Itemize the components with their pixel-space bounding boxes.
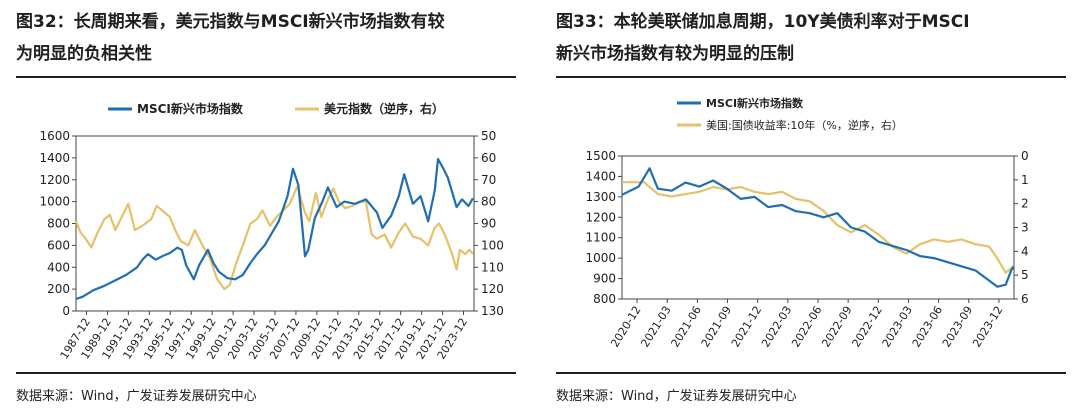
y-right-tick-label: 60 (481, 151, 496, 165)
y-right-tick-label: 100 (481, 238, 504, 252)
y-left-tick-label: 0 (62, 304, 70, 318)
right-plot-area (621, 155, 1015, 300)
legend-usd-label: 美元指数（逆序，右） (324, 101, 444, 116)
y-left-tick-label: 1100 (585, 231, 616, 245)
y-left-tick-label: 400 (47, 260, 70, 274)
y-left-tick-label: 1000 (585, 251, 616, 265)
y-left-tick-label: 1400 (585, 169, 616, 183)
left-figure-title-line1: 图32：长周期来看，美元指数与MSCI新兴市场指数有较 (16, 12, 445, 32)
series-line-msci (621, 167, 1015, 288)
y-right-tick-label: 3 (1021, 221, 1029, 235)
right-title-rule (556, 76, 1066, 78)
series-line-usd (74, 185, 474, 291)
y-left-tick-label: 1500 (585, 149, 616, 163)
y-left-tick-label: 1200 (39, 173, 70, 187)
y-left-tick-label: 1000 (39, 195, 70, 209)
y-right-tick-label: 70 (481, 173, 496, 187)
y-left-tick-label: 1200 (585, 210, 616, 224)
y-right-tick-label: 120 (481, 282, 504, 296)
left-source: 数据来源：Wind，广发证券发展研究中心 (16, 389, 257, 404)
left-figure-title-line2: 为明显的负相关性 (16, 44, 152, 64)
y-left-tick-label: 1400 (39, 151, 70, 165)
y-right-tick-label: 0 (1021, 149, 1029, 163)
x-tick-label: 2023-12 (970, 304, 1005, 350)
y-right-tick-label: 90 (481, 217, 496, 231)
y-right-tick-label: 110 (481, 260, 504, 274)
y-right-tick-label: 4 (1021, 244, 1029, 258)
series-line-yield (622, 181, 1015, 274)
left-chart: MSCI新兴市场指数 美元指数（逆序，右） 0 200 400 600 800 1000 1… (39, 101, 504, 362)
y-right-tick-label: 1 (1021, 173, 1029, 187)
y-left-tick-label: 200 (47, 282, 70, 296)
right-chart: MSCI新兴市场指数 美国:国债收益率:10年（%，逆序，右） 80090010… (585, 96, 1029, 350)
y-right-tick-label: 6 (1021, 292, 1029, 306)
left-source-rule (16, 372, 516, 374)
y-left-tick-label: 1600 (39, 129, 70, 143)
y-left-tick-label: 800 (593, 292, 616, 306)
right-source-rule (556, 372, 1066, 374)
series-line-msci (75, 157, 474, 301)
y-right-tick-label: 80 (481, 195, 496, 209)
right-figure-title-line1: 图33：本轮美联储加息周期，10Y美债利率对于MSCI (556, 12, 970, 32)
y-right-tick-label: 50 (481, 129, 496, 143)
legend-msci-label: MSCI新兴市场指数 (137, 101, 244, 116)
left-title-rule (16, 76, 516, 78)
right-figure-title-line2: 新兴市场指数有较为明显的压制 (556, 44, 794, 64)
left-plot-area (75, 135, 475, 312)
y-left-tick-label: 1300 (585, 190, 616, 204)
right-source: 数据来源：Wind，广发证券发展研究中心 (556, 389, 797, 404)
y-left-tick-label: 800 (47, 217, 70, 231)
legend-msci-label: MSCI新兴市场指数 (706, 96, 804, 110)
y-right-tick-label: 5 (1021, 268, 1029, 282)
legend-yield-label: 美国:国债收益率:10年（%，逆序，右） (706, 118, 903, 132)
y-right-tick-label: 130 (481, 304, 504, 318)
y-left-tick-label: 900 (593, 272, 616, 286)
y-left-tick-label: 600 (47, 238, 70, 252)
y-right-tick-label: 2 (1021, 197, 1029, 211)
